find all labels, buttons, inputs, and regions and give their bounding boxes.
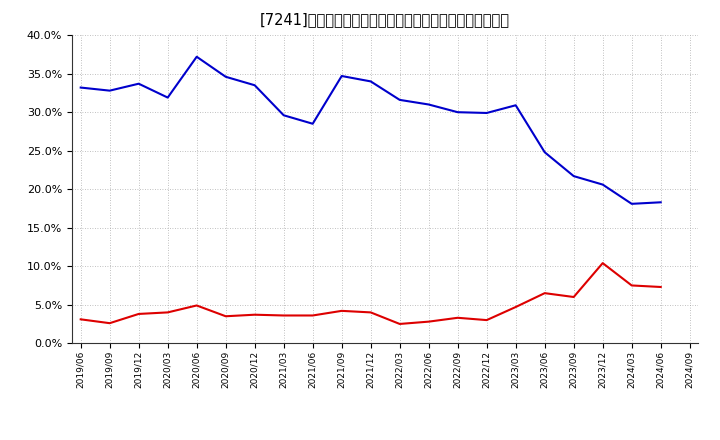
- 現顔金: [135, 312, 143, 317]
- 有利子負債: [338, 73, 346, 79]
- 現顔金: [76, 317, 85, 322]
- 有利子負債: [221, 74, 230, 79]
- 有利子負債: [627, 201, 636, 206]
- 有利子負債: [424, 102, 433, 107]
- 有利子負債: [366, 79, 375, 84]
- 現顔金: [482, 318, 491, 323]
- 現顔金: [598, 260, 607, 266]
- Title: [7241]　現顔金、有利子負債の総資産に対する比率の推移: [7241] 現顔金、有利子負債の総資産に対する比率の推移: [260, 12, 510, 27]
- 有利子負債: [511, 103, 520, 108]
- 現顔金: [366, 310, 375, 315]
- 有利子負債: [454, 110, 462, 115]
- 現顔金: [192, 303, 201, 308]
- Line: 現顔金: 現顔金: [81, 263, 661, 324]
- 有利子負債: [395, 97, 404, 103]
- 有利子負債: [570, 173, 578, 179]
- 現顔金: [105, 320, 114, 326]
- Line: 有利子負債: 有利子負債: [81, 57, 661, 204]
- 有利子負債: [657, 200, 665, 205]
- 現顔金: [395, 321, 404, 326]
- 有利子負債: [135, 81, 143, 86]
- 現顔金: [221, 314, 230, 319]
- 現顔金: [657, 284, 665, 290]
- 現顔金: [424, 319, 433, 324]
- 有利子負債: [251, 83, 259, 88]
- 有利子負債: [541, 150, 549, 155]
- 有利子負債: [279, 113, 288, 118]
- 現顔金: [308, 313, 317, 318]
- 有利子負債: [76, 85, 85, 90]
- 現顔金: [454, 315, 462, 320]
- 現顔金: [251, 312, 259, 317]
- 有利子負債: [192, 54, 201, 59]
- 現顔金: [163, 310, 172, 315]
- 有利子負債: [105, 88, 114, 93]
- 有利子負債: [482, 110, 491, 116]
- 現顔金: [338, 308, 346, 314]
- 現顔金: [541, 290, 549, 296]
- 現顔金: [511, 304, 520, 310]
- 有利子負債: [598, 182, 607, 187]
- 現顔金: [627, 283, 636, 288]
- 現顔金: [570, 294, 578, 300]
- 有利子負債: [163, 95, 172, 100]
- 現顔金: [279, 313, 288, 318]
- 有利子負債: [308, 121, 317, 126]
